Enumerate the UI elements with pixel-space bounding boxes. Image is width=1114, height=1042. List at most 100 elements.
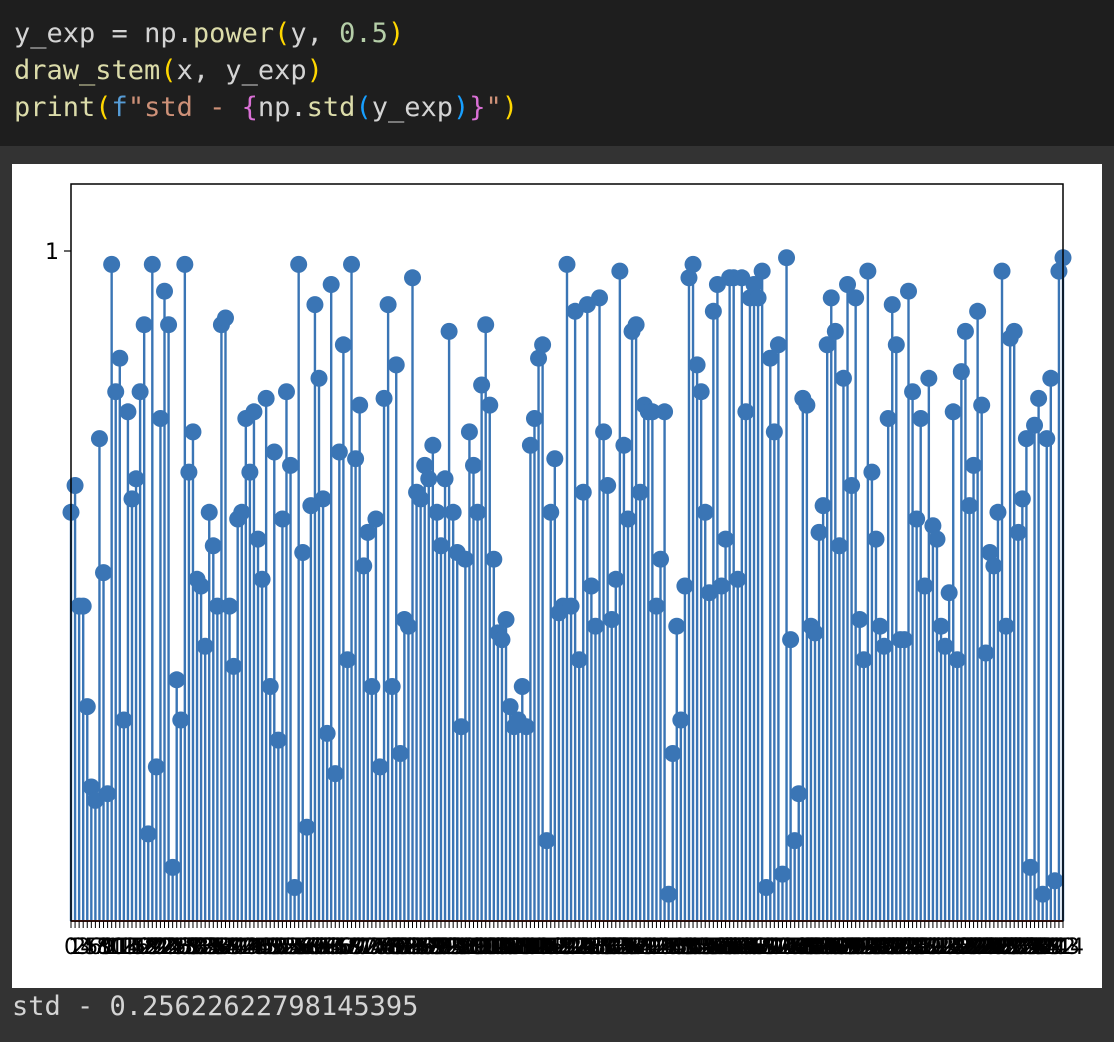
x-tick-label: 197 [851,935,893,960]
stem-marker [534,336,552,354]
x-tick-label: 24 [155,935,183,960]
x-tick-label: 115 [518,935,560,960]
x-tick-label: 15 [118,935,146,960]
x-tick-label: 143 [631,935,673,960]
x-tick-label: 132 [587,935,629,960]
x-tick-label: 164 [717,935,759,960]
x-tick-label: 72 [350,935,378,960]
stem-marker [818,336,836,354]
stem-marker [936,637,954,655]
stem-marker [611,262,629,280]
code-token: "std - [127,92,242,123]
x-tick-label: 49 [256,935,284,960]
x-tick-label: 152 [668,935,710,960]
x-tick-label: 41 [224,935,252,960]
x-tick-label: 188 [814,935,856,960]
x-tick-label: 29 [175,935,203,960]
stem-marker [688,356,706,374]
x-tick-label: 221 [948,935,990,960]
stem-marker [582,577,600,595]
x-tick-label: 133 [591,935,633,960]
code-token: ) [387,18,405,49]
x-tick-label: 88 [415,935,443,960]
x-tick-label: 189 [818,935,860,960]
x-tick-label: 73 [354,935,382,960]
stem-marker [806,624,824,642]
stem-marker [973,396,991,414]
x-tick-label: 219 [940,935,982,960]
stem-marker [944,403,962,421]
stem-marker [830,537,848,555]
code-token: } [469,92,486,123]
x-tick-label: 68 [333,935,361,960]
x-tick-label: 110 [497,935,539,960]
x-tick-label: 87 [411,935,439,960]
stem-marker [790,785,808,803]
stem-marker [883,296,901,314]
x-tick-label: 99 [459,935,487,960]
stem-marker [343,255,361,273]
stem-marker [469,503,487,521]
x-tick-label: 163 [713,935,755,960]
stem-marker [432,537,450,555]
x-tick-label: 84 [399,935,427,960]
x-tick-label: 75 [362,935,390,960]
stem-marker [643,403,661,421]
code-line-1[interactable]: y_exp = np.power(y, 0.5) [14,16,404,52]
code-cell[interactable]: y_exp = np.power(y, 0.5) draw_stem(x, y_… [0,0,1114,146]
stem-marker [521,436,539,454]
stem-marker [334,336,352,354]
stem-marker [119,403,137,421]
stem-marker [456,550,474,568]
x-tick-label: 38 [211,935,239,960]
x-tick-label: 4 [80,935,94,960]
stem-marker [1026,416,1044,434]
stem-marker [359,523,377,541]
stem-marker [493,631,511,649]
stem-marker [249,530,267,548]
stem-marker [530,349,548,367]
code-line-3[interactable]: print(f"std - {np.std(y_exp)}") [14,90,518,126]
stem-marker [139,825,157,843]
stem-marker [261,678,279,695]
stem-marker [127,470,145,488]
x-tick-label: 123 [550,935,592,960]
x-tick-label: 205 [883,935,925,960]
stem-marker [603,611,621,628]
stem-marker [1034,885,1052,903]
stem-marker [704,302,722,320]
x-tick-label: 242 [1034,935,1076,960]
x-tick-label: 76 [366,935,394,960]
x-tick-label: 51 [264,935,292,960]
stem-marker [74,597,92,615]
stem-marker [90,430,108,448]
stem-marker [672,711,690,729]
code-token: ) [452,92,470,123]
stem-marker [115,711,133,729]
x-tick-label: 90 [423,935,451,960]
x-tick-label: 239 [1022,935,1064,960]
stem-marker [546,450,564,468]
stem-marker [786,832,804,850]
x-tick-label: 211 [908,935,950,960]
stem-marker [562,597,580,615]
stem-marker [107,383,125,401]
stem-marker [241,463,259,481]
x-tick-label: 70 [342,935,370,960]
code-line-2[interactable]: draw_stem(x, y_exp) [14,53,323,89]
stem-marker [574,483,592,501]
x-tick-label: 240 [1026,935,1068,960]
x-tick-label: 238 [1018,935,1060,960]
stem-marker [855,651,873,669]
stem-marker [363,678,381,695]
x-tick-label: 12 [106,935,134,960]
stem-marker [615,436,633,454]
x-tick-label: 126 [562,935,604,960]
stem-marker [1042,369,1060,387]
stem-marker [513,678,531,695]
x-tick-label: 227 [973,935,1015,960]
stem-marker [525,410,543,427]
x-tick-label: 146 [644,935,686,960]
x-tick-label: 225 [965,935,1007,960]
stem-marker [156,282,174,300]
